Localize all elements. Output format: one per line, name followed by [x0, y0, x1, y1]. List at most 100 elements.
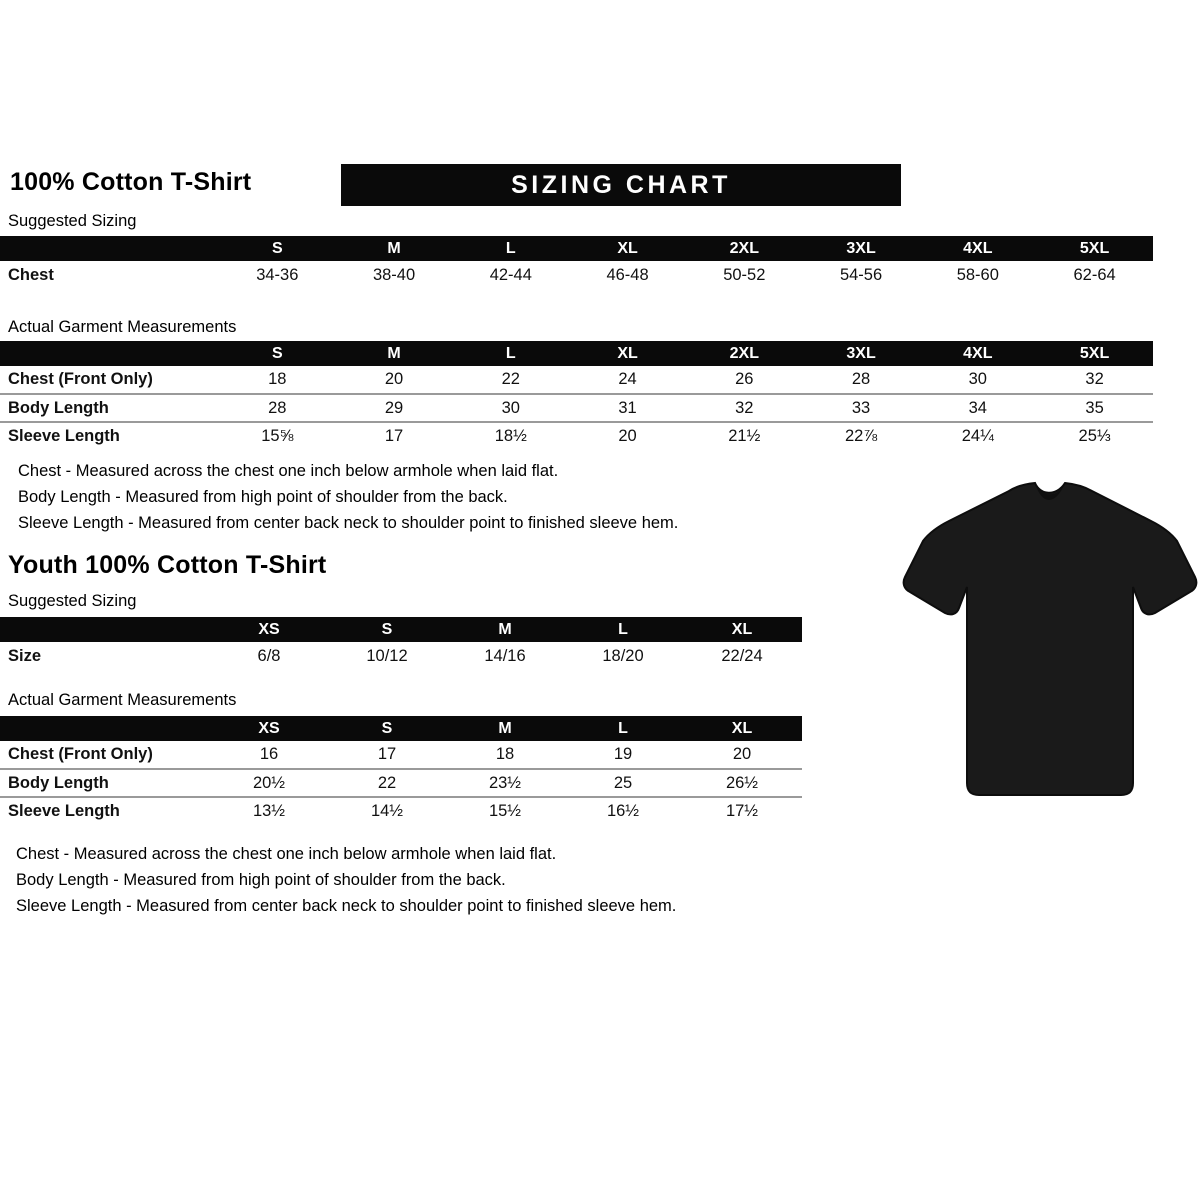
column-header: 5XL: [1079, 240, 1110, 257]
table-cell: 14/16: [484, 646, 526, 665]
table-row: Chest (Front Only) 16 17 18 19 20: [0, 741, 802, 769]
table-cell: 20: [732, 745, 752, 763]
adult-section-title: 100% Cotton T-Shirt: [10, 168, 252, 196]
table-cell: 22/24: [721, 646, 763, 665]
table-cell: 20: [569, 421, 686, 450]
table-header-row: S M L XL 2XL 3XL 4XL 5XL: [0, 236, 1153, 261]
table-row: Size 6/8 10/12 14/16 18/20 22/24: [0, 642, 802, 670]
column-header: 2XL: [729, 345, 759, 362]
youth-actual-measurements-label: Actual Garment Measurements: [8, 691, 237, 709]
row-label: Chest (Front Only): [8, 745, 153, 763]
table-cell: 6/8: [257, 646, 281, 665]
column-header: XS: [258, 621, 280, 638]
adult-suggested-sizing-table: S M L XL 2XL 3XL 4XL 5XL Chest 34-36 38-…: [0, 236, 1153, 289]
table-cell: 38-40: [372, 265, 416, 284]
note-chest: Chest - Measured across the chest one in…: [18, 462, 559, 480]
column-header: S: [271, 240, 283, 257]
table-cell: 13½: [210, 796, 328, 825]
sizing-chart-banner: SIZING CHART: [341, 164, 901, 206]
table-cell: 28: [218, 393, 336, 422]
table-cell: 22⅞: [802, 421, 920, 450]
table-cell: 29: [335, 393, 453, 422]
table-row: Chest (Front Only) 18 20 22 24 26 28 30 …: [0, 366, 1153, 394]
table-header-row: XS S M L XL: [0, 617, 802, 642]
column-header: M: [387, 240, 401, 257]
table-cell: 21½: [685, 421, 803, 450]
table-cell: 17: [335, 421, 453, 450]
adult-actual-measurements-table: S M L XL 2XL 3XL 4XL 5XL Chest (Front On…: [0, 341, 1153, 450]
table-cell: 20½: [210, 768, 328, 797]
table-cell: 31: [569, 393, 686, 422]
column-header: 3XL: [846, 240, 876, 257]
column-header: 4XL: [963, 345, 993, 362]
sizing-chart-banner-label: SIZING CHART: [511, 170, 731, 199]
column-header: XS: [258, 720, 280, 737]
table-header-row: XS S M L XL: [0, 716, 802, 741]
black-tshirt-illustration: [893, 473, 1200, 813]
adult-measurement-notes: Chest - Measured across the chest one in…: [18, 458, 678, 536]
youth-section-title: Youth 100% Cotton T-Shirt: [8, 551, 327, 579]
table-cell: 35: [1036, 393, 1153, 422]
column-header: S: [381, 720, 393, 737]
row-label: Chest (Front Only): [8, 370, 153, 388]
youth-actual-measurements-table: XS S M L XL Chest (Front Only) 16 17 18 …: [0, 716, 802, 825]
table-cell: 62-64: [1073, 265, 1116, 284]
row-label: Size: [8, 646, 42, 665]
column-header: XL: [617, 345, 638, 362]
table-cell: 32: [1085, 370, 1104, 388]
column-header: 4XL: [963, 240, 993, 257]
table-cell: 18/20: [602, 646, 644, 665]
column-header: [0, 236, 219, 261]
table-cell: 16: [259, 745, 279, 763]
table-cell: 10/12: [366, 646, 408, 665]
column-header: S: [271, 345, 283, 362]
table-cell: 15½: [446, 796, 564, 825]
table-cell: 23½: [446, 768, 564, 797]
table-cell: 24: [618, 370, 637, 388]
note-sleeve-length: Sleeve Length - Measured from center bac…: [18, 514, 679, 532]
row-label: Body Length: [0, 768, 210, 797]
adult-actual-measurements-label: Actual Garment Measurements: [8, 318, 237, 336]
table-row: Body Length 20½ 22 23½ 25 26½: [0, 768, 802, 797]
column-header: XL: [617, 240, 638, 257]
column-header: M: [387, 345, 401, 362]
table-cell: 30: [968, 370, 987, 388]
table-cell: 58-60: [956, 265, 999, 284]
table-header-row: S M L XL 2XL 3XL 4XL 5XL: [0, 341, 1153, 366]
table-cell: 17: [377, 745, 397, 763]
youth-suggested-sizing-table: XS S M L XL Size 6/8 10/12 14/16 18/20 2…: [0, 617, 802, 670]
table-cell: 16½: [564, 796, 682, 825]
table-cell: 46-48: [606, 265, 649, 284]
column-header: 3XL: [846, 345, 876, 362]
column-header: 5XL: [1079, 345, 1110, 362]
column-header: L: [618, 621, 628, 638]
column-header: L: [505, 345, 516, 362]
column-header: S: [381, 621, 393, 638]
column-header: L: [505, 240, 516, 257]
column-header: [0, 716, 210, 741]
youth-measurement-notes: Chest - Measured across the chest one in…: [16, 841, 676, 919]
table-cell: 50-52: [723, 265, 766, 284]
table-cell: 22: [501, 370, 520, 388]
column-header: [0, 617, 210, 642]
table-cell: 20: [384, 370, 404, 388]
table-row: Chest 34-36 38-40 42-44 46-48 50-52 54-5…: [0, 261, 1153, 289]
table-cell: 17½: [682, 796, 802, 825]
table-cell: 26½: [682, 768, 802, 797]
table-cell: 18: [495, 745, 515, 763]
table-cell: 32: [685, 393, 803, 422]
table-cell: 14½: [328, 796, 446, 825]
table-row: Sleeve Length 15⅝ 17 18½ 20 21½ 22⅞ 24¼ …: [0, 421, 1153, 450]
table-cell: 34: [919, 393, 1037, 422]
row-label: Chest: [8, 265, 54, 284]
column-header: M: [498, 621, 512, 638]
note-body-length: Body Length - Measured from high point o…: [16, 871, 506, 889]
column-header: XL: [731, 720, 753, 737]
youth-suggested-sizing-label: Suggested Sizing: [8, 592, 137, 610]
table-cell: 25⅓: [1036, 421, 1153, 450]
table-cell: 19: [613, 745, 633, 763]
row-label: Sleeve Length: [0, 796, 210, 825]
column-header: [0, 341, 219, 366]
note-sleeve-length: Sleeve Length - Measured from center bac…: [16, 897, 677, 915]
